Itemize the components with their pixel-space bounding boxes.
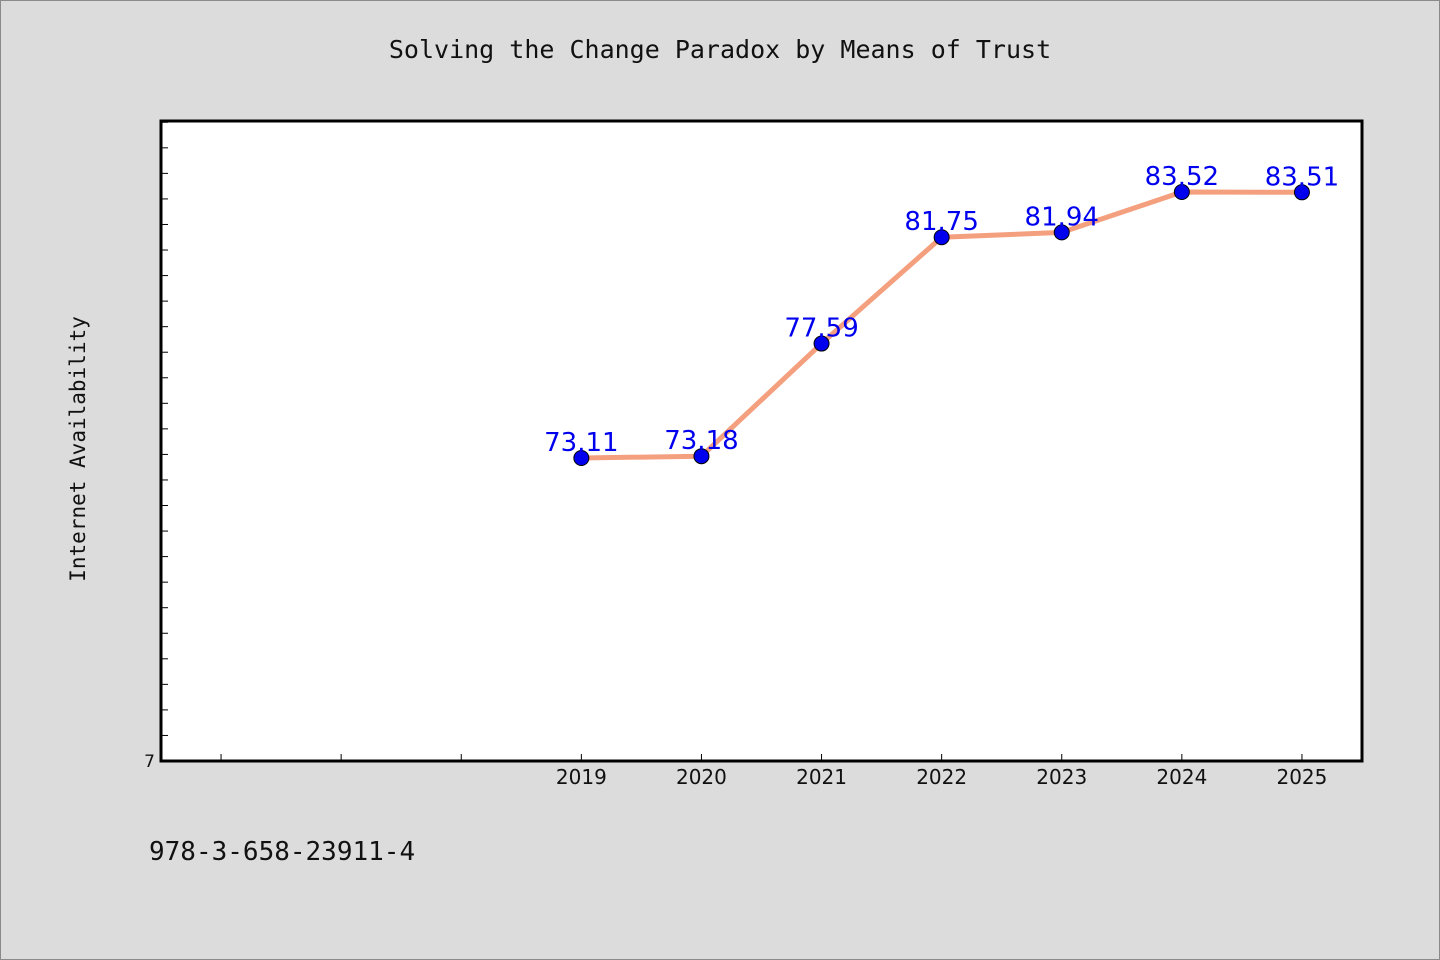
data-point [1293, 184, 1310, 201]
data-point [813, 335, 830, 352]
x-tick-label: 2025 [1276, 765, 1327, 789]
x-tick-label: 2019 [556, 765, 607, 789]
data-label: 83.51 [1265, 162, 1339, 192]
data-label: 83.52 [1145, 162, 1219, 192]
data-point [1053, 224, 1070, 241]
data-point [1173, 184, 1190, 201]
data-label: 81.94 [1025, 202, 1099, 232]
plot-frame [159, 119, 1364, 763]
data-label: 73.11 [544, 428, 618, 458]
x-tick-label: 2020 [676, 765, 727, 789]
data-label: 73.18 [664, 426, 738, 456]
data-label: 81.75 [904, 207, 978, 237]
x-tick-label: 2024 [1156, 765, 1207, 789]
data-point [693, 448, 710, 465]
x-tick-label: 2022 [916, 765, 967, 789]
x-tick-label: 2021 [796, 765, 847, 789]
data-point [933, 229, 950, 246]
chart-title: Solving the Change Paradox by Means of T… [388, 35, 1052, 64]
y-tick-label: 7 [144, 752, 155, 772]
x-tick-label: 2023 [1036, 765, 1087, 789]
footer-code: 978-3-658-23911-4 [149, 837, 416, 867]
data-point [573, 449, 590, 466]
data-label: 77.59 [784, 314, 858, 344]
